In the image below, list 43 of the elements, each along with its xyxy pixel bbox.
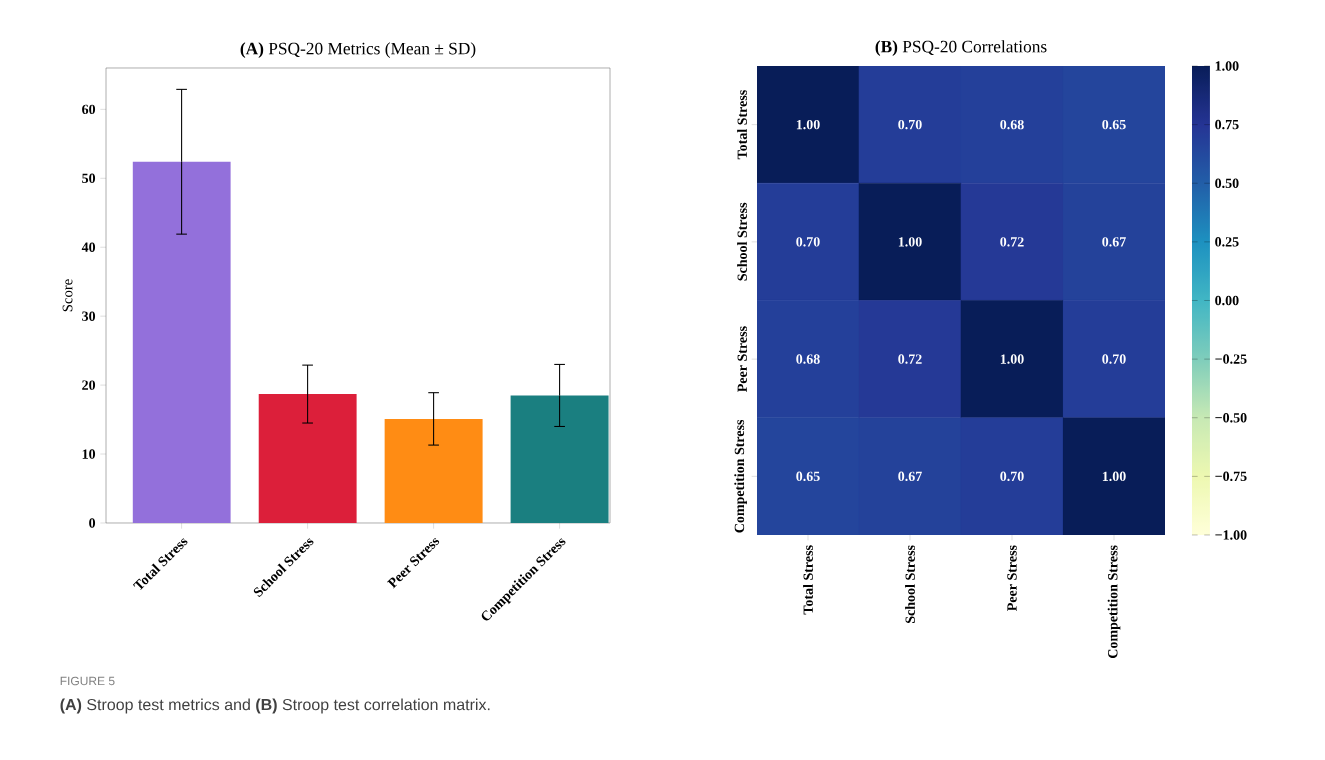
text: (A) Stroop test metrics and (B) Stroop test correlation matrix.: [60, 698, 490, 714]
color-bar-label: 1.00: [1215, 61, 1239, 71]
data-label: 0.70: [898, 119, 922, 130]
color-bar-label: 0.25: [1215, 237, 1239, 247]
y-tick-label: 60: [82, 104, 96, 115]
y-tick-label: 50: [82, 173, 96, 184]
data-label: 0.72: [1000, 237, 1024, 247]
color-bar-label: −1.00: [1215, 530, 1247, 540]
x-tick-label: Competition Stress: [1107, 545, 1121, 659]
color-bar-label: −0.75: [1215, 471, 1247, 482]
x-tick-label: School Stress: [905, 545, 915, 623]
y-tick-label: 40: [81, 242, 96, 252]
color-bar-label: 0.00: [1215, 295, 1239, 306]
y-tick-label: Total Stress: [737, 90, 747, 160]
data-label: 1.00: [898, 237, 922, 247]
color-bar-label: −0.25: [1215, 354, 1247, 364]
data-label: 1.00: [796, 119, 820, 130]
data-label: 1.00: [1102, 471, 1126, 482]
data-label: 0.68: [796, 354, 820, 364]
color-bar-label: −0.50: [1215, 412, 1247, 423]
chart-title: (B) PSQ-20 Correlations: [875, 40, 1047, 56]
y-tick-label: 0: [89, 518, 96, 528]
x-tick-label: Total Stress: [803, 545, 813, 615]
data-label: 0.68: [1000, 119, 1024, 130]
chart-title: (A) PSQ-20 Metrics (Mean ± SD): [240, 42, 476, 58]
color-bar-label: 0.50: [1215, 178, 1239, 188]
data-label: 1.00: [1000, 354, 1024, 364]
data-label: 0.65: [1102, 119, 1126, 130]
data-label: 0.67: [898, 471, 922, 482]
data-label: 0.65: [796, 471, 820, 482]
y-tick-label: Peer Stress: [737, 326, 747, 392]
data-label: 0.70: [796, 237, 820, 247]
data-label: 0.70: [1102, 354, 1126, 364]
color-bar-label: 0.75: [1215, 119, 1239, 130]
y-axis-title: Score: [62, 279, 73, 312]
x-tick-label: Peer Stress: [1007, 545, 1017, 612]
y-tick-label: 30: [82, 311, 96, 321]
data-label: 0.72: [898, 354, 922, 364]
y-tick-label: 20: [82, 380, 96, 390]
y-tick-label: 10: [82, 449, 96, 459]
y-tick-label: School Stress: [737, 202, 747, 281]
caption: FIGURE 5: [60, 676, 115, 686]
data-label: 0.67: [1102, 237, 1126, 247]
